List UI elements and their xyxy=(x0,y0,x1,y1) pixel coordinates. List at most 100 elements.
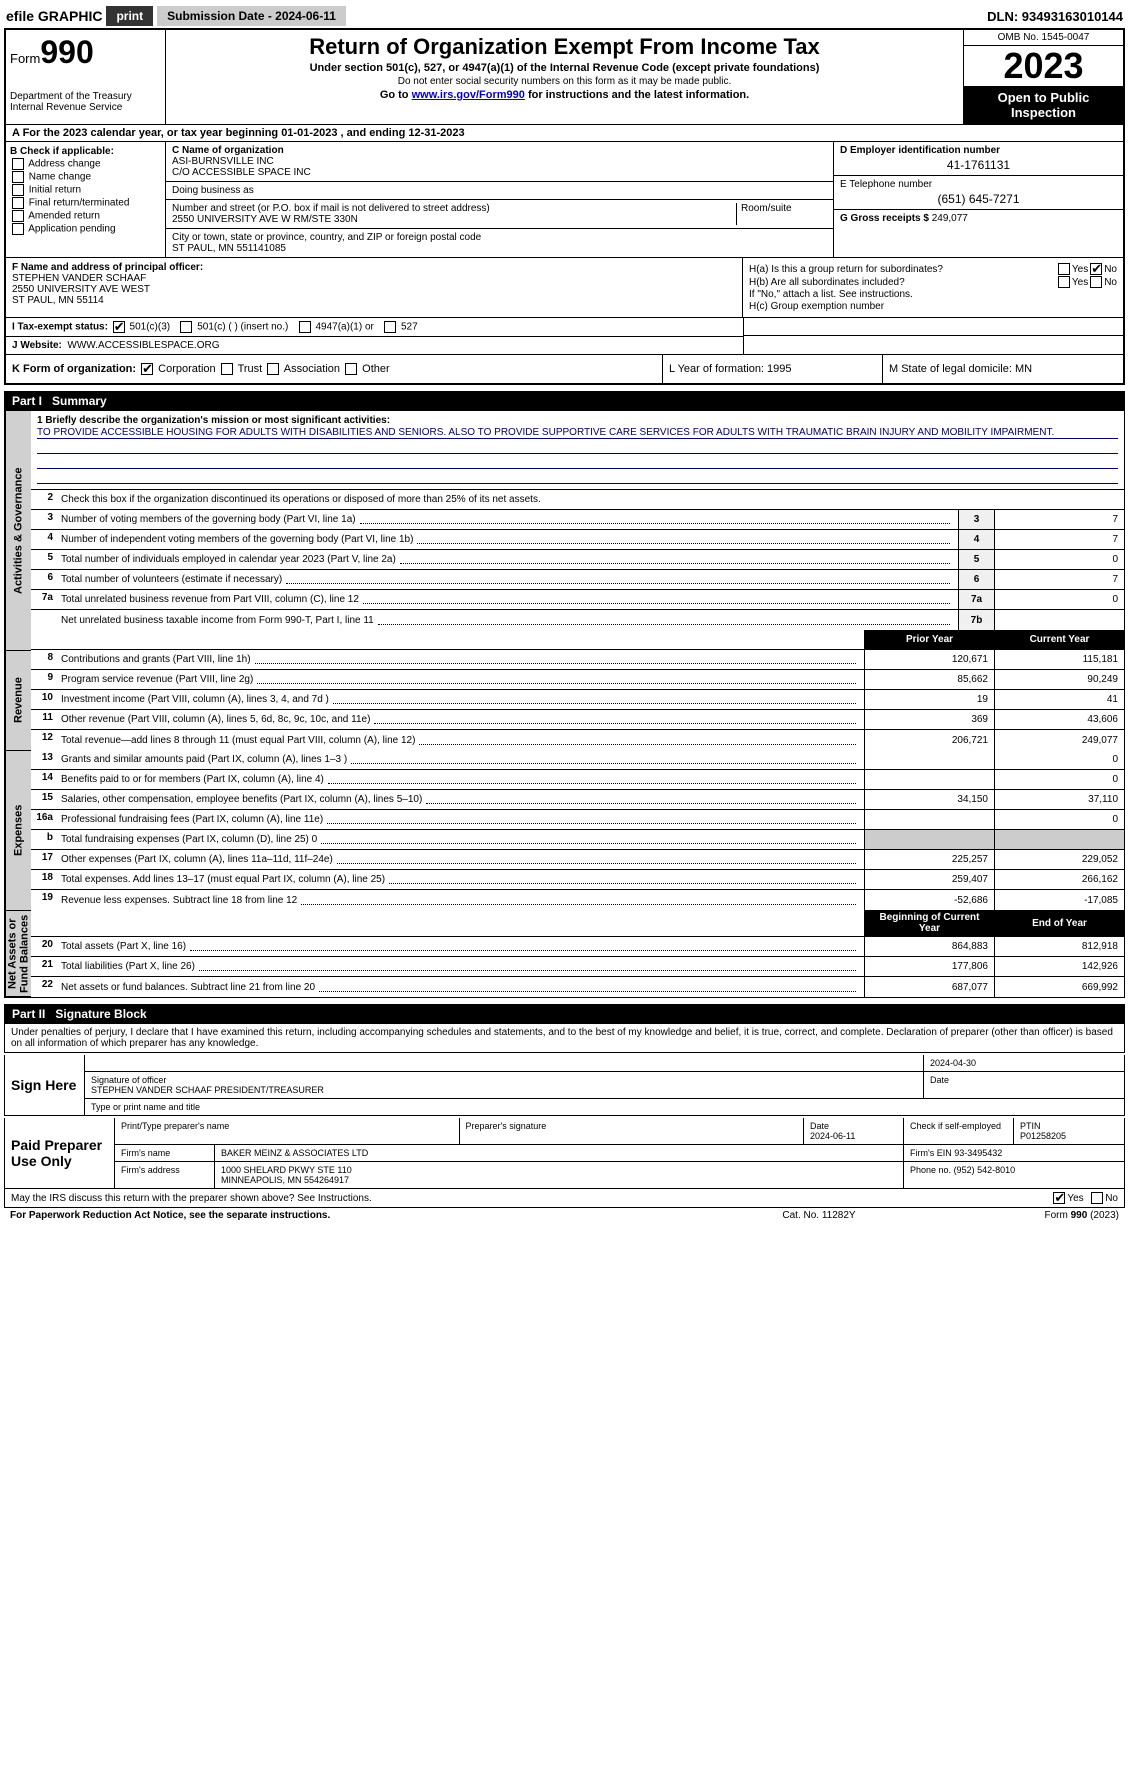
city-value: ST PAUL, MN 551141085 xyxy=(172,243,827,254)
hc-label: H(c) Group exemption number xyxy=(749,301,1117,312)
data-row: 15Salaries, other compensation, employee… xyxy=(31,790,1124,810)
row-m: M State of legal domicile: MN xyxy=(883,355,1123,383)
section-fh: F Name and address of principal officer:… xyxy=(4,257,1125,317)
summary-table: Activities & Governance Revenue Expenses… xyxy=(4,411,1125,998)
name-label: C Name of organization xyxy=(172,145,827,156)
footer-form: Form 990 (2023) xyxy=(919,1210,1119,1221)
goto-pre: Go to xyxy=(380,89,412,101)
data-row: 10Investment income (Part VIII, column (… xyxy=(31,690,1124,710)
dept-treasury: Department of the Treasury Internal Reve… xyxy=(10,91,161,113)
col-de: D Employer identification number 41-1761… xyxy=(833,142,1123,257)
ck-corp[interactable] xyxy=(141,363,153,375)
phone-value: (651) 645-7271 xyxy=(840,192,1117,206)
sig-date: 2024-04-30 xyxy=(924,1055,1124,1071)
data-row: 13Grants and similar amounts paid (Part … xyxy=(31,750,1124,770)
ha-yes[interactable] xyxy=(1058,263,1070,275)
preparer-name-label: Print/Type preparer's name xyxy=(115,1118,460,1144)
ck-final-return[interactable]: Final return/terminated xyxy=(10,197,161,209)
footer: For Paperwork Reduction Act Notice, see … xyxy=(4,1208,1125,1223)
col-f: F Name and address of principal officer:… xyxy=(6,258,743,317)
dba-label: Doing business as xyxy=(172,185,827,196)
hb-yes[interactable] xyxy=(1058,276,1070,288)
ptin-value: P01258205 xyxy=(1020,1131,1066,1141)
ck-address-change[interactable]: Address change xyxy=(10,158,161,170)
firm-ein: 93-3495432 xyxy=(954,1148,1002,1158)
current-year-header: Current Year xyxy=(994,630,1124,649)
discuss-text: May the IRS discuss this return with the… xyxy=(11,1193,1051,1204)
self-employed-label: Check if self-employed xyxy=(904,1118,1014,1144)
col-b-title: B Check if applicable: xyxy=(10,146,161,157)
gov-row: 5Total number of individuals employed in… xyxy=(31,550,1124,570)
firm-name: BAKER MEINZ & ASSOCIATES LTD xyxy=(215,1145,904,1161)
preparer-sig-label: Preparer's signature xyxy=(460,1118,805,1144)
ein-value: 41-1761131 xyxy=(840,158,1117,172)
col-b: B Check if applicable: Address change Na… xyxy=(6,142,166,257)
discuss-no[interactable] xyxy=(1091,1192,1103,1204)
gov-row: 4Number of independent voting members of… xyxy=(31,530,1124,550)
ha-no[interactable] xyxy=(1090,263,1102,275)
date-label: Date xyxy=(924,1072,1124,1098)
ck-name-change[interactable]: Name change xyxy=(10,171,161,183)
col-h: H(a) Is this a group return for subordin… xyxy=(743,258,1123,317)
footer-catno: Cat. No. 11282Y xyxy=(719,1210,919,1221)
suite-label: Room/suite xyxy=(737,203,827,225)
vtab-governance: Activities & Governance xyxy=(5,411,31,651)
col-c: C Name of organization ASI-BURNSVILLE IN… xyxy=(166,142,833,257)
ck-app-pending[interactable]: Application pending xyxy=(10,223,161,235)
ck-4947[interactable] xyxy=(299,321,311,333)
officer-addr1: 2550 UNIVERSITY AVE WEST xyxy=(12,284,150,295)
ck-trust[interactable] xyxy=(221,363,233,375)
line-2: 2 Check this box if the organization dis… xyxy=(31,490,1124,510)
data-row: 11Other revenue (Part VIII, column (A), … xyxy=(31,710,1124,730)
data-row: 21Total liabilities (Part X, line 26)177… xyxy=(31,957,1124,977)
part-1-name: Part I xyxy=(12,394,42,408)
row-k: K Form of organization: Corporation Trus… xyxy=(6,355,663,383)
prep-date-label: Date xyxy=(810,1121,829,1131)
prior-year-header: Prior Year xyxy=(864,630,994,649)
section-ij: I Tax-exempt status: 501(c)(3) 501(c) ( … xyxy=(4,317,1125,354)
sign-here-block: Sign Here 2024-04-30 Signature of office… xyxy=(4,1055,1125,1116)
form-big: 990 xyxy=(40,34,93,70)
data-row: 22Net assets or fund balances. Subtract … xyxy=(31,977,1124,997)
ck-assoc[interactable] xyxy=(267,363,279,375)
firm-addr1: 1000 SHELARD PKWY STE 110 xyxy=(221,1165,352,1175)
gov-row: 6Total number of volunteers (estimate if… xyxy=(31,570,1124,590)
ha-label: H(a) Is this a group return for subordin… xyxy=(749,264,1056,275)
open-inspection: Open to Public Inspection xyxy=(964,86,1123,124)
data-row: 14Benefits paid to or for members (Part … xyxy=(31,770,1124,790)
end-year-header: End of Year xyxy=(994,910,1124,936)
print-button[interactable]: print xyxy=(106,6,153,26)
omb-number: OMB No. 1545-0047 xyxy=(964,30,1123,46)
form-org-label: K Form of organization: xyxy=(12,363,136,375)
ein-label: D Employer identification number xyxy=(840,145,1000,156)
addr-value: 2550 UNIVERSITY AVE W RM/STE 330N xyxy=(172,214,732,225)
ck-527[interactable] xyxy=(384,321,396,333)
ck-other[interactable] xyxy=(345,363,357,375)
ck-initial-return[interactable]: Initial return xyxy=(10,184,161,196)
subtitle-3: Go to www.irs.gov/Form990 for instructio… xyxy=(170,89,959,101)
city-label: City or town, state or province, country… xyxy=(172,232,827,243)
paid-preparer-block: Paid Preparer Use Only Print/Type prepar… xyxy=(4,1118,1125,1189)
tax-status-label: I Tax-exempt status: xyxy=(12,322,108,333)
ck-501c[interactable] xyxy=(180,321,192,333)
ck-amended[interactable]: Amended return xyxy=(10,210,161,222)
prep-date: 2024-06-11 xyxy=(810,1131,855,1141)
subtitle-2: Do not enter social security numbers on … xyxy=(170,76,959,87)
hb-note: If "No," attach a list. See instructions… xyxy=(749,289,1117,300)
section-klm: K Form of organization: Corporation Trus… xyxy=(4,354,1125,385)
firm-phone: (952) 542-8010 xyxy=(954,1165,1016,1175)
ck-501c3[interactable] xyxy=(113,321,125,333)
line-2-text: Check this box if the organization disco… xyxy=(61,494,541,505)
paid-preparer-label: Paid Preparer Use Only xyxy=(5,1118,115,1188)
discuss-yes[interactable] xyxy=(1053,1192,1065,1204)
gov-row: 7aTotal unrelated business revenue from … xyxy=(31,590,1124,610)
data-row: 8Contributions and grants (Part VIII, li… xyxy=(31,650,1124,670)
instructions-link[interactable]: www.irs.gov/Form990 xyxy=(412,89,525,101)
hb-no[interactable] xyxy=(1090,276,1102,288)
goto-post: for instructions and the latest informat… xyxy=(525,89,749,101)
line-a: A For the 2023 calendar year, or tax yea… xyxy=(4,124,1125,141)
officer-sig-name: STEPHEN VANDER SCHAAF PRESIDENT/TREASURE… xyxy=(91,1085,917,1095)
form-header: Form990 Department of the Treasury Inter… xyxy=(4,28,1125,124)
row-i: I Tax-exempt status: 501(c)(3) 501(c) ( … xyxy=(6,318,743,337)
sig-of-officer-label: Signature of officer xyxy=(91,1075,917,1085)
